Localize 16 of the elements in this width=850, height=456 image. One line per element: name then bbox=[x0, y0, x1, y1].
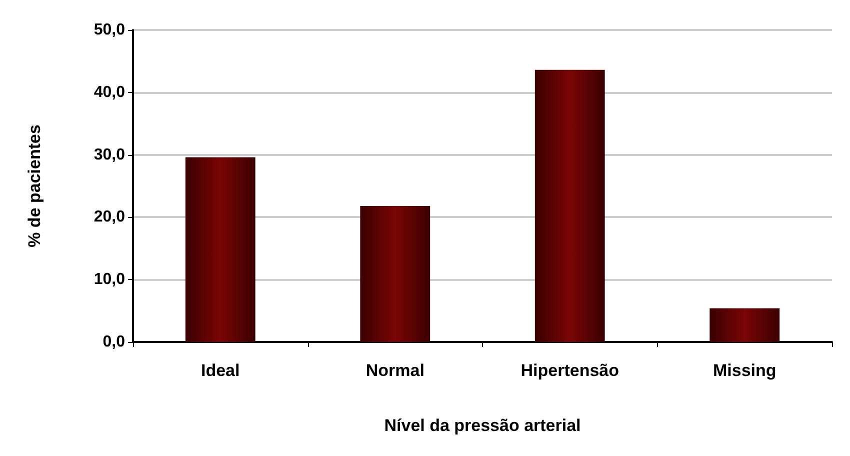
x-tick-label: Ideal bbox=[201, 361, 240, 380]
y-tick-label: 10,0 bbox=[94, 271, 126, 288]
y-axis-title: % de pacientes bbox=[25, 124, 44, 248]
x-axis-title: Nível da pressão arterial bbox=[384, 416, 581, 435]
bar bbox=[710, 308, 780, 342]
x-tick-label: Missing bbox=[712, 361, 776, 380]
bar bbox=[185, 157, 256, 342]
y-tick-label: 30,0 bbox=[94, 146, 126, 164]
y-tick-label: 0,0 bbox=[102, 334, 126, 350]
bar bbox=[534, 70, 605, 342]
bar bbox=[360, 206, 430, 342]
x-tick-label: Normal bbox=[366, 361, 424, 380]
x-tick-label: Hipertensão bbox=[520, 361, 619, 380]
y-tick-label: 50,0 bbox=[94, 22, 126, 38]
y-tick-label: 20,0 bbox=[94, 208, 126, 226]
y-tick-label: 40,0 bbox=[94, 84, 126, 101]
